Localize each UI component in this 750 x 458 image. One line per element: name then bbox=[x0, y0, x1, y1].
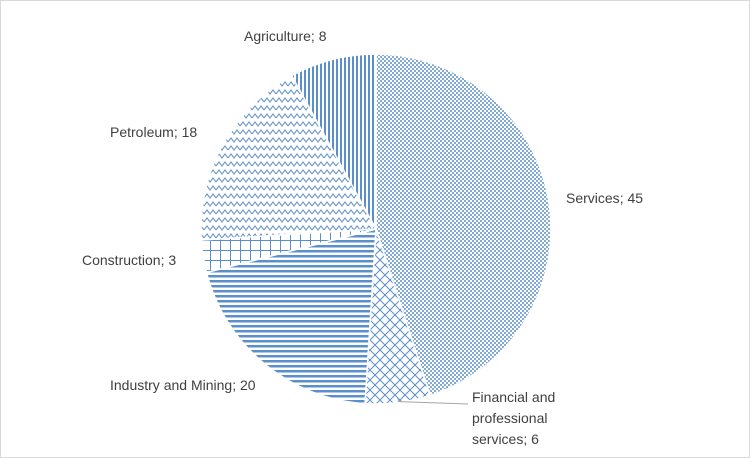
data-label: Services; 45 bbox=[566, 188, 686, 209]
value-label: 45 bbox=[627, 190, 644, 206]
label-separator: ; bbox=[173, 124, 182, 140]
label-separator: ; bbox=[310, 28, 319, 44]
pie-slice bbox=[375, 53, 552, 397]
value-label: 8 bbox=[318, 28, 327, 44]
category-name: Services bbox=[566, 190, 620, 206]
pie-slice bbox=[290, 53, 377, 230]
value-label: 3 bbox=[168, 252, 177, 268]
value-label: 20 bbox=[239, 377, 256, 393]
label-separator: ; bbox=[232, 377, 240, 393]
data-label: Agriculture; 8 bbox=[244, 26, 364, 47]
data-label: Petroleum; 18 bbox=[110, 122, 230, 143]
label-separator: ; bbox=[619, 190, 628, 206]
label-separator: ; bbox=[523, 431, 532, 447]
leader-line bbox=[396, 397, 469, 405]
value-label: 18 bbox=[181, 124, 198, 140]
category-name: Petroleum bbox=[110, 124, 174, 140]
data-label: Industry and Mining; 20 bbox=[110, 375, 270, 396]
data-label: Construction; 3 bbox=[82, 250, 202, 271]
pie-slice bbox=[200, 74, 378, 241]
label-separator: ; bbox=[160, 252, 169, 268]
pie-slice bbox=[205, 228, 377, 405]
category-name: Agriculture bbox=[244, 28, 311, 44]
category-name: Industry and Mining bbox=[110, 377, 233, 393]
data-label: Financial and professional services; 6 bbox=[472, 387, 582, 450]
value-label: 6 bbox=[531, 431, 539, 447]
category-name: Construction bbox=[82, 252, 161, 268]
category-name: Financial and professional services bbox=[472, 389, 556, 447]
